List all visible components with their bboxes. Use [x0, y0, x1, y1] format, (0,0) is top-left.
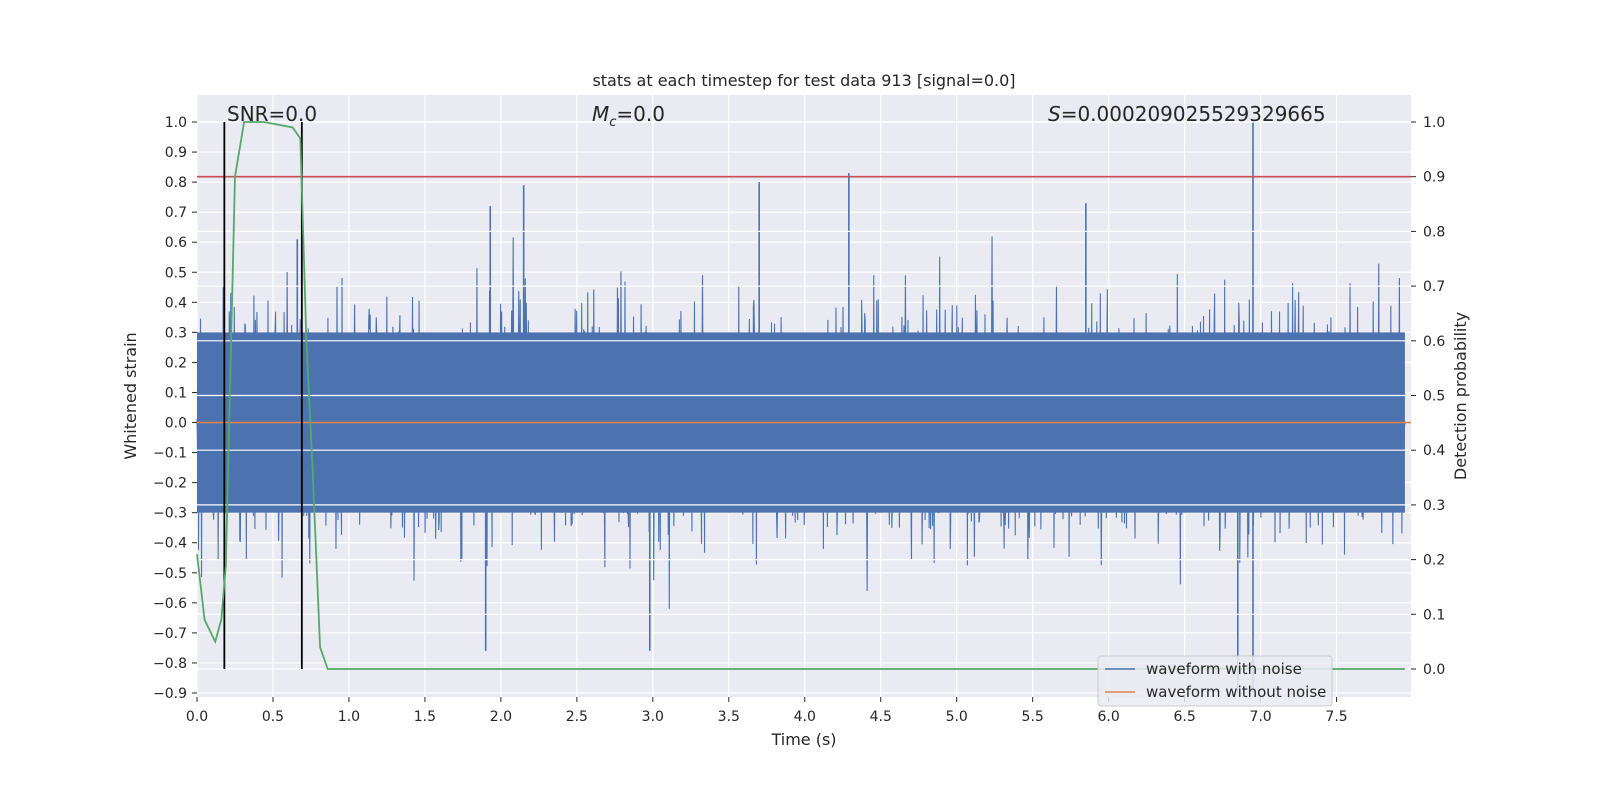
y-right-tick-label: 0.8 [1423, 224, 1445, 240]
chart-title: stats at each timestep for test data 913… [592, 71, 1015, 90]
x-tick-label: 7.5 [1325, 709, 1347, 725]
y-tick-label: 0.8 [165, 175, 187, 191]
x-tick-label: 4.5 [870, 709, 892, 725]
s-symbol: S [1048, 102, 1061, 126]
y-tick-label: 1.0 [165, 115, 187, 131]
mc-symbol: M [592, 102, 609, 126]
mc-value: =0.0 [616, 102, 665, 126]
x-tick-label: 5.0 [946, 709, 968, 725]
y-axis-right-label: Detection probability [1451, 312, 1470, 480]
y-right-tick-label: 0.9 [1423, 170, 1445, 186]
snr-annotation: SNR=0.0 [227, 102, 317, 126]
y-tick-label: −0.6 [153, 596, 187, 612]
x-tick-label: 5.5 [1022, 709, 1044, 725]
detection-probability-line [196, 121, 1405, 670]
y-axis-label: Whitened strain [121, 332, 140, 459]
y-tick-label: −0.9 [153, 686, 187, 702]
legend: waveform with noise waveform without noi… [1097, 655, 1333, 707]
x-tick-label: 0.5 [262, 709, 284, 725]
y-right-tick-label: 0.0 [1423, 662, 1445, 678]
y-tick-label: −0.7 [153, 626, 187, 642]
y-right-tick-label: 0.7 [1423, 279, 1445, 295]
x-tick-label: 2.5 [566, 709, 588, 725]
legend-label-waveform-with-noise: waveform with noise [1146, 660, 1302, 678]
legend-box [1097, 655, 1333, 707]
y-right-tick-label: 0.3 [1423, 498, 1445, 514]
x-tick-label: 6.5 [1173, 709, 1195, 725]
y-tick-label: −0.5 [153, 566, 187, 582]
chirp-mass-annotation: Mc=0.0 [592, 102, 665, 130]
y-tick-label: −0.2 [153, 476, 187, 492]
x-tick-label: 0.0 [186, 709, 208, 725]
x-tick-label: 3.0 [642, 709, 664, 725]
x-tick-label: 4.0 [794, 709, 816, 725]
y-right-tick-label: 0.6 [1423, 334, 1445, 350]
y-tick-label: 0.2 [165, 355, 187, 371]
s-value: =0.000209025529329665 [1061, 102, 1326, 126]
x-tick-label: 2.0 [490, 709, 512, 725]
y-tick-label: 0.6 [165, 235, 187, 251]
y-tick-label: 0.7 [165, 205, 187, 221]
x-axis-label: Time (s) [770, 730, 836, 749]
y-tick-label: 0.5 [165, 265, 187, 281]
y-right-tick-label: 0.1 [1423, 607, 1445, 623]
y-tick-label: −0.1 [153, 446, 187, 462]
y-tick-label: 0.1 [165, 385, 187, 401]
x-tick-label: 6.0 [1098, 709, 1120, 725]
axes: 0.0 0.5 1.0 1.5 2.0 2.5 3.0 3.5 4.0 4.5 5.0 5.5 6.0 6… [153, 115, 1445, 725]
y-right-tick-label: 0.4 [1423, 443, 1445, 459]
x-tick-label: 3.5 [718, 709, 740, 725]
y-tick-label: 0.0 [165, 416, 187, 432]
y-right-tick-label: 0.2 [1423, 553, 1445, 569]
legend-label-waveform-without-noise: waveform without noise [1146, 683, 1326, 701]
y-right-tick-label: 1.0 [1423, 115, 1445, 131]
y-tick-label: 0.4 [165, 295, 187, 311]
y-tick-label: 0.3 [165, 325, 187, 341]
y-tick-label: −0.4 [153, 536, 187, 552]
y-tick-label: −0.3 [153, 506, 187, 522]
y-tick-label: −0.8 [153, 656, 187, 672]
x-tick-label: 1.5 [414, 709, 436, 725]
x-tick-label: 7.0 [1249, 709, 1271, 725]
significance-annotation: S=0.000209025529329665 [1048, 102, 1326, 126]
x-tick-label: 1.0 [338, 709, 360, 725]
y-tick-label: 0.9 [165, 145, 187, 161]
y-right-tick-label: 0.5 [1423, 389, 1445, 405]
mc-subscript: c [609, 115, 616, 130]
